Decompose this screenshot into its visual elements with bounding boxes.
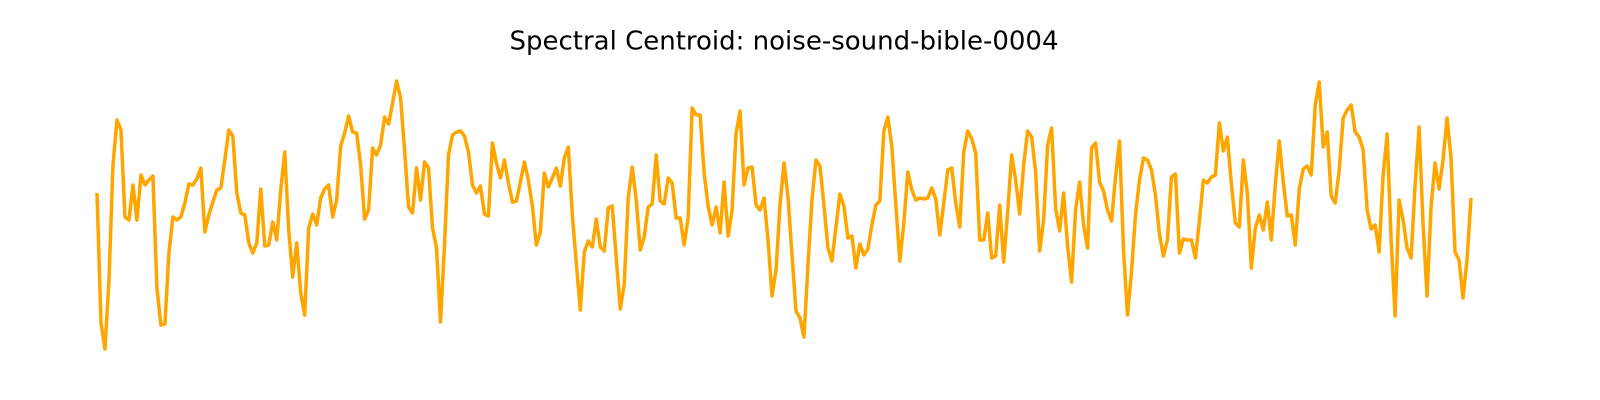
line <box>95 79 1473 351</box>
chart-title: Spectral Centroid: noise-sound-bible-000… <box>509 27 1058 57</box>
